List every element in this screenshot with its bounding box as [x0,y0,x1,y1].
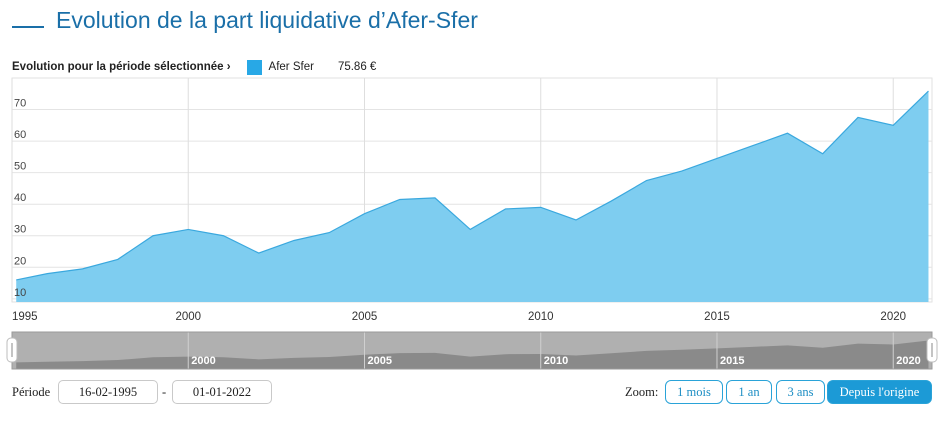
legend-series-name[interactable]: Afer Sfer [268,61,314,73]
zoom-3-years-button[interactable]: 3 ans [776,380,825,404]
navigator-tick-label: 2020 [896,355,920,367]
x-tick-label: 2015 [704,311,730,323]
range-controls: Période 16-02-1995 - 01-01-2022 Zoom: 1 … [12,380,932,404]
navigator[interactable]: 2000 2005 2010 2015 2020 [6,331,938,370]
period-label: Période [12,385,51,399]
start-date-input[interactable]: 16-02-1995 [58,380,158,404]
series-layer [16,90,929,303]
x-tick-label: 1995 [12,311,38,323]
y-tick-label: 70 [14,98,26,110]
series-area [16,91,929,303]
navigator-tick-label: 2010 [544,355,568,367]
x-tick-label: 2010 [528,311,554,323]
y-tick-label: 30 [14,224,26,236]
legend-series-value: 75.86 € [337,61,377,73]
x-tick-label: 2020 [880,311,906,323]
legend-swatch[interactable] [246,59,262,75]
x-tick-label: 2005 [352,311,378,323]
y-tick-label: 50 [14,161,26,173]
title-rule [12,26,44,28]
navigator-tick-label: 2005 [367,355,391,367]
zoom-label: Zoom: [625,385,659,399]
axis-layer: 10 20 30 40 50 60 70 1995 2000 2005 2010 2015 2020 [12,98,906,323]
y-tick-label: 40 [14,192,26,204]
chart-info-row: Evolution pour la période sélectionnée ›… [12,58,376,76]
date-separator: - [162,385,167,399]
x-tick-label: 2000 [175,311,201,323]
zoom-1-year-button[interactable]: 1 an [726,380,772,404]
y-tick-label: 60 [14,129,26,141]
y-tick-label: 20 [14,255,26,267]
navigator-tick-label: 2015 [720,355,744,367]
period-evolution-link[interactable]: Evolution pour la période sélectionnée › [12,61,231,73]
y-tick-label: 10 [14,287,26,299]
navigator-series [16,340,929,369]
end-date-input[interactable]: 01-01-2022 [172,380,272,404]
navigator-tick-label: 2000 [191,355,215,367]
zoom-since-origin-button[interactable]: Depuis l'origine [827,380,932,404]
page-title-row: Evolution de la part liquidative d’Afer-… [12,4,478,36]
zoom-1-month-button[interactable]: 1 mois [665,380,723,404]
page-title: Evolution de la part liquidative d’Afer-… [56,6,478,33]
